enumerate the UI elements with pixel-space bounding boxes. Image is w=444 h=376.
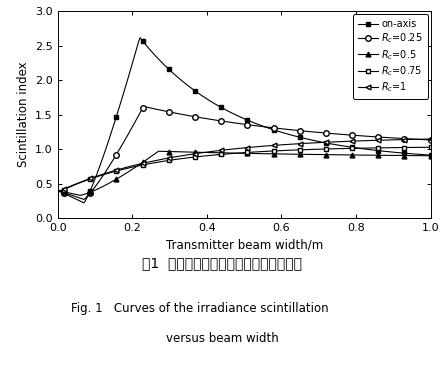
$R_c$=0.25: [56, 189, 62, 193]
X-axis label: Transmitter beam width/m: Transmitter beam width/m: [166, 238, 323, 252]
$R_c$=1: [58, 188, 63, 193]
on-axis: [286, 132, 291, 136]
$R_c$=0.5: [396, 153, 401, 158]
Text: 图1  光强闪烁随信号光束宽度的变化曲线: 图1 光强闪烁随信号光束宽度的变化曲线: [142, 256, 302, 270]
Legend: on-axis, $R_c$=0.25, $R_c$=0.5, $R_c$=0.75, $R_c$=1: on-axis, $R_c$=0.25, $R_c$=0.5, $R_c$=0.…: [353, 14, 428, 99]
$R_c$=0.25: [428, 138, 433, 142]
$R_c$=0.25: [278, 126, 284, 131]
$R_c$=0.75: [394, 146, 400, 150]
$R_c$=0.25: [55, 188, 60, 193]
$R_c$=1: [278, 143, 284, 147]
Line: $R_c$=0.25: $R_c$=0.25: [55, 104, 433, 202]
$R_c$=1: [428, 137, 433, 141]
$R_c$=0.75: [278, 149, 284, 153]
on-axis: [137, 36, 143, 40]
$R_c$=1: [285, 142, 290, 147]
on-axis: [428, 153, 433, 158]
$R_c$=0.5: [278, 152, 284, 156]
$R_c$=0.25: [396, 136, 401, 141]
$R_c$=0.75: [56, 190, 62, 194]
$R_c$=0.5: [55, 188, 60, 193]
Line: $R_c$=0.5: $R_c$=0.5: [56, 149, 433, 198]
on-axis: [372, 148, 377, 152]
$R_c$=1: [371, 138, 376, 143]
Line: $R_c$=0.75: $R_c$=0.75: [56, 145, 433, 194]
$R_c$=0.5: [56, 188, 62, 193]
$R_c$=0.25: [141, 104, 147, 109]
on-axis: [396, 150, 401, 155]
$R_c$=0.25: [286, 127, 291, 132]
on-axis: [55, 188, 60, 193]
Text: versus beam width: versus beam width: [166, 332, 278, 345]
$R_c$=0.25: [81, 197, 87, 202]
$R_c$=0.75: [277, 149, 282, 153]
on-axis: [81, 200, 87, 205]
$R_c$=0.5: [156, 149, 162, 153]
$R_c$=0.75: [285, 148, 290, 153]
Line: on-axis: on-axis: [56, 35, 433, 205]
$R_c$=1: [55, 188, 60, 193]
$R_c$=0.75: [371, 146, 376, 150]
Line: $R_c$=1: $R_c$=1: [56, 136, 433, 194]
$R_c$=0.5: [372, 153, 377, 158]
$R_c$=1: [394, 138, 400, 142]
$R_c$=0.75: [58, 189, 63, 194]
$R_c$=1: [277, 143, 282, 147]
$R_c$=0.25: [372, 135, 377, 139]
$R_c$=0.5: [280, 152, 285, 156]
$R_c$=1: [56, 189, 62, 194]
$R_c$=0.5: [428, 153, 433, 158]
on-axis: [56, 189, 62, 193]
on-axis: [278, 130, 284, 134]
Y-axis label: Scintillation index: Scintillation index: [16, 62, 30, 167]
$R_c$=0.5: [286, 152, 291, 156]
$R_c$=0.5: [78, 193, 83, 197]
on-axis: [280, 130, 285, 135]
$R_c$=0.75: [428, 145, 433, 150]
$R_c$=0.25: [280, 127, 285, 131]
Text: Fig. 1   Curves of the irradiance scintillation: Fig. 1 Curves of the irradiance scintill…: [71, 302, 329, 315]
$R_c$=0.75: [55, 188, 60, 193]
